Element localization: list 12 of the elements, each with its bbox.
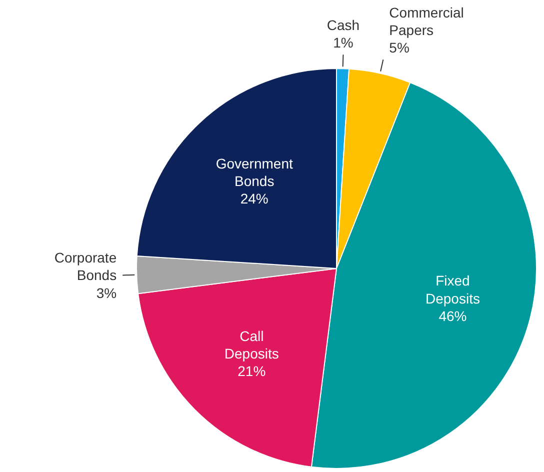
slice-label: Fixed Deposits [425, 272, 480, 306]
data-label: 1% [333, 34, 354, 51]
slice-label: Corporate Bonds [54, 250, 117, 284]
slice-label: Commercial Papers [389, 4, 464, 38]
data-label: 46% [438, 308, 467, 324]
data-label: 3% [96, 284, 117, 301]
data-label: 5% [389, 40, 410, 56]
slice-label: Cash [326, 17, 360, 34]
data-label: 24% [240, 190, 268, 207]
slice-label: Government Bonds [216, 155, 293, 190]
slice-label: Call Deposits [224, 328, 279, 362]
data-label: 21% [238, 362, 266, 379]
